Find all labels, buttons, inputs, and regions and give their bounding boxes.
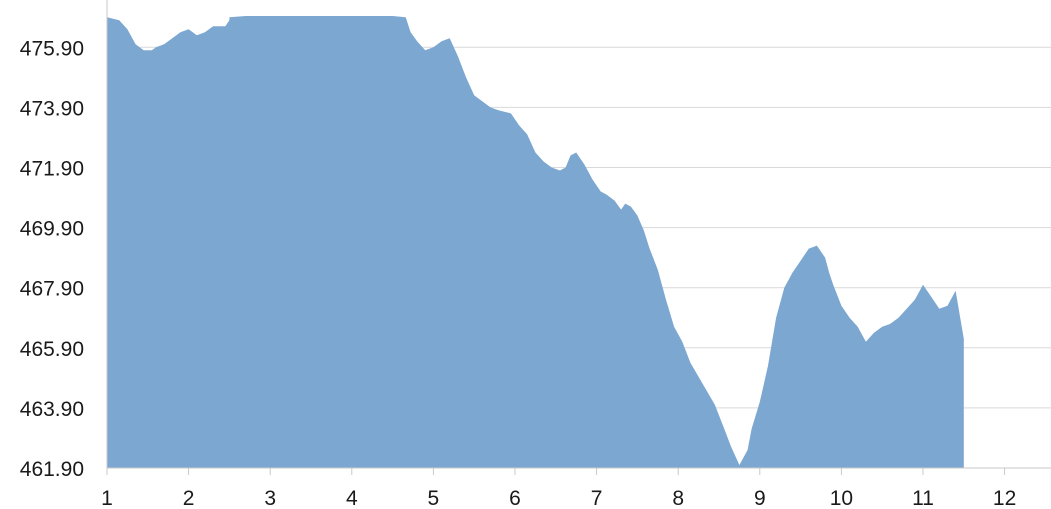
x-tick-label: 12: [993, 487, 1016, 509]
y-tick-label: 463.90: [20, 398, 84, 421]
x-tick-label: 2: [183, 487, 195, 509]
x-tick-label: 7: [591, 487, 603, 509]
y-tick-label: 475.90: [20, 37, 84, 60]
y-tick-label: 465.90: [20, 338, 84, 361]
y-tick-label: 473.90: [20, 97, 84, 120]
x-tick-label: 8: [672, 487, 684, 509]
series-area: [107, 16, 964, 468]
x-tick-label: 5: [428, 487, 440, 509]
x-tick-label: 6: [509, 487, 521, 509]
y-tick-label: 469.90: [20, 218, 84, 241]
x-tick-label: 11: [912, 487, 934, 509]
y-tick-label: 471.90: [20, 158, 84, 181]
x-tick-label: 1: [101, 487, 113, 509]
axes: [106, 0, 1051, 475]
x-tick-label: 10: [830, 487, 853, 509]
y-axis-tick-labels: 475.90 473.90 471.90 469.90 467.90 465.90 463.…: [20, 37, 84, 481]
x-tick-label: 9: [754, 487, 766, 509]
y-tick-label: 461.90: [20, 458, 84, 481]
x-tick-label: 3: [264, 487, 276, 509]
x-tick-label: 4: [346, 487, 358, 509]
y-tick-label: 467.90: [20, 278, 84, 301]
x-axis-tick-labels: 1 2 3 4 5 6 7 8 9 10 11 12: [101, 487, 1016, 509]
